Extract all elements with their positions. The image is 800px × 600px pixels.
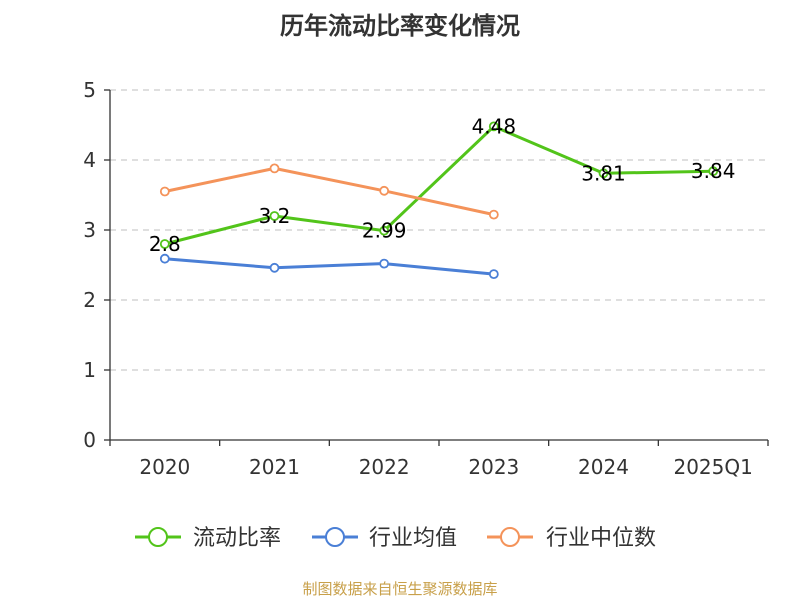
data-label: 2.8 bbox=[149, 232, 181, 256]
chart-title: 历年流动比率变化情况 bbox=[280, 12, 520, 40]
data-label: 2.99 bbox=[362, 219, 407, 243]
y-tick-label: 3 bbox=[83, 218, 96, 242]
data-point bbox=[598, 168, 609, 179]
legend-label: 行业中位数 bbox=[546, 526, 656, 551]
data-point bbox=[379, 185, 390, 196]
series-line-2 bbox=[164, 166, 495, 217]
data-label: 3.84 bbox=[691, 159, 736, 183]
grid-lines bbox=[110, 89, 768, 371]
legend-item[interactable]: 行业中位数 bbox=[487, 526, 656, 551]
legend-label: 行业均值 bbox=[369, 526, 457, 551]
data-label: 4.48 bbox=[472, 114, 517, 138]
y-tick-label: 4 bbox=[83, 148, 96, 172]
x-tick-label: 2022 bbox=[359, 455, 410, 479]
legend-label: 流动比率 bbox=[193, 526, 281, 551]
axes: 0 1 2 3 4 5 2020 2021 2022 2023 2024 2025Q1 bbox=[83, 78, 769, 479]
legend-item[interactable]: 流动比率 bbox=[135, 526, 281, 551]
legend-item[interactable]: 行业均值 bbox=[312, 526, 457, 551]
y-tick-label: 1 bbox=[83, 358, 96, 382]
data-point bbox=[488, 269, 499, 280]
legend[interactable]: 流动比率 行业均值 行业中位数 bbox=[135, 526, 656, 551]
series-line-0 bbox=[164, 124, 714, 246]
x-tick-label: 2023 bbox=[468, 455, 519, 479]
data-point bbox=[159, 186, 170, 197]
data-label: 3.2 bbox=[259, 204, 291, 228]
legend-marker-icon bbox=[325, 527, 345, 547]
data-point bbox=[488, 209, 499, 220]
x-tick-label: 2020 bbox=[139, 455, 190, 479]
legend-marker-icon bbox=[148, 527, 168, 547]
x-tick-label: 2025Q1 bbox=[673, 455, 752, 479]
y-tick-label: 2 bbox=[83, 288, 96, 312]
data-point bbox=[379, 258, 390, 269]
data-point bbox=[488, 121, 499, 132]
series-line-1 bbox=[164, 257, 494, 276]
x-tick-label: 2021 bbox=[249, 455, 300, 479]
series-lines bbox=[159, 121, 719, 280]
data-point bbox=[159, 253, 170, 264]
y-tick-label: 0 bbox=[83, 428, 96, 452]
data-point bbox=[708, 166, 719, 177]
x-tick-label: 2024 bbox=[578, 455, 629, 479]
data-labels: 2.8 3.2 2.99 4.48 3.81 3.84 bbox=[149, 114, 736, 256]
legend-marker-icon bbox=[500, 527, 520, 547]
data-label: 3.81 bbox=[581, 161, 626, 185]
data-point bbox=[269, 262, 280, 273]
data-point bbox=[269, 163, 280, 174]
data-point bbox=[269, 211, 280, 221]
data-point bbox=[159, 239, 170, 249]
y-tick-label: 5 bbox=[83, 78, 96, 102]
source-note: 制图数据来自恒生聚源数据库 bbox=[302, 580, 498, 598]
data-point bbox=[379, 225, 390, 236]
